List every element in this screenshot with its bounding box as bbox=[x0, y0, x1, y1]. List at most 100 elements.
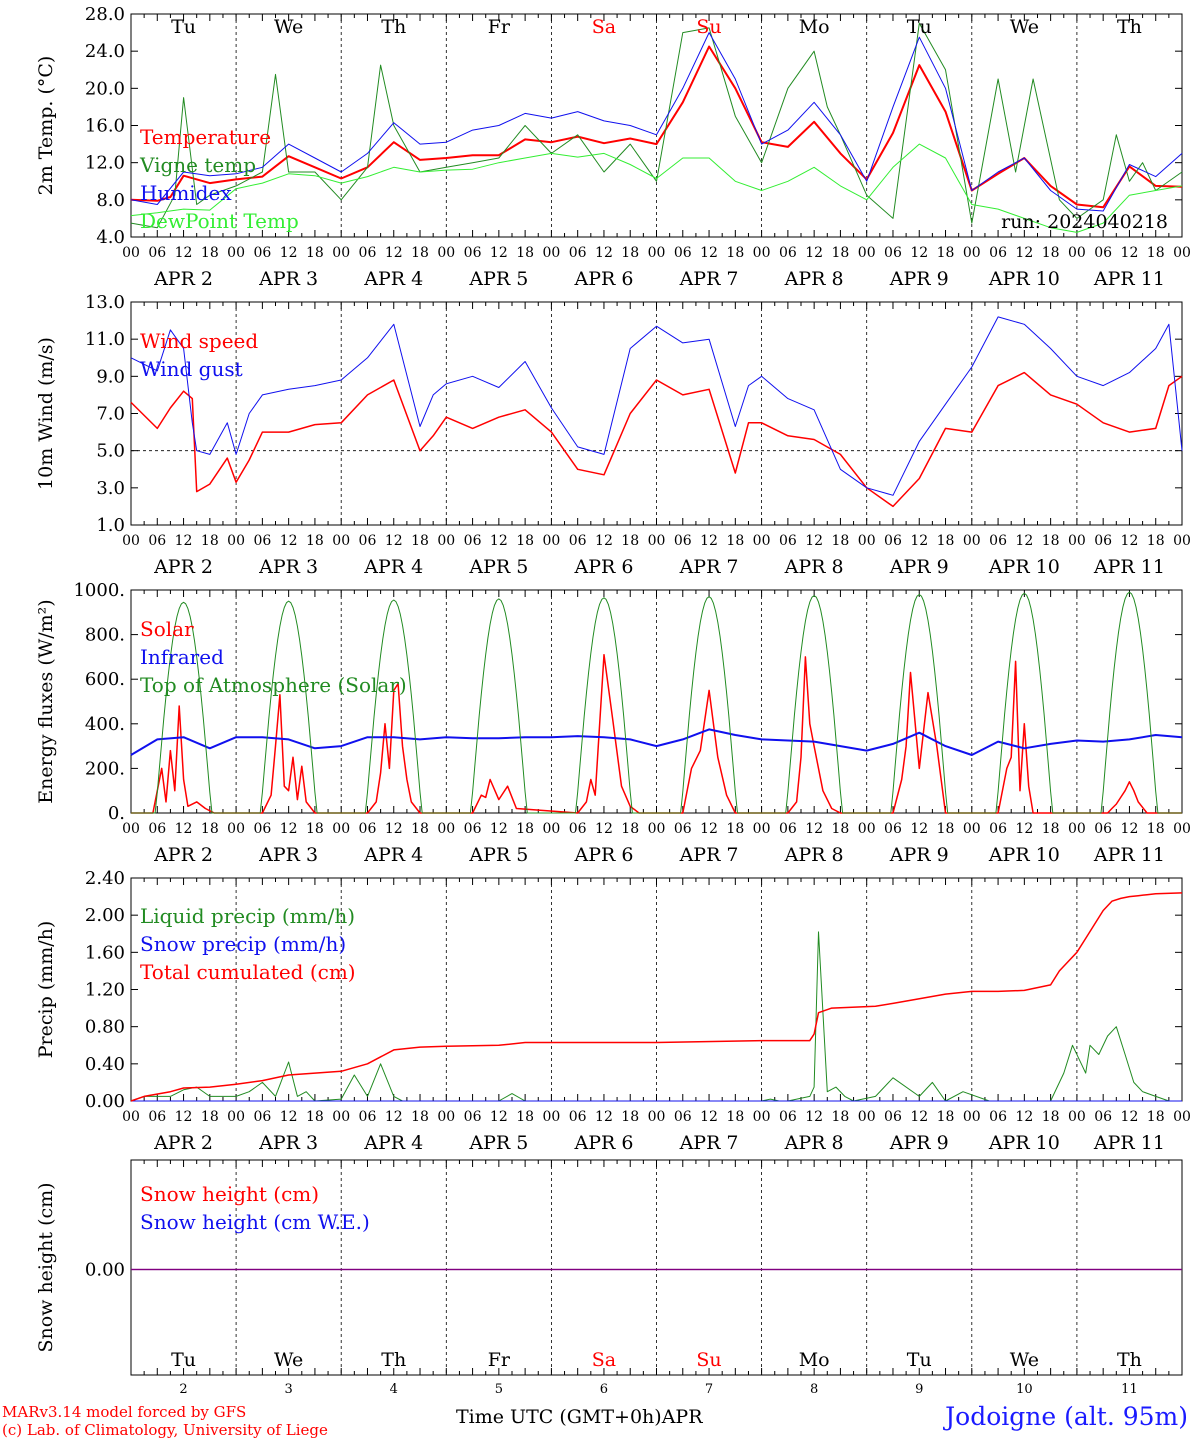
date-label: APR 11 bbox=[1093, 268, 1165, 290]
hour-tick-label: 06 bbox=[253, 821, 271, 837]
y-axis-label: Snow height (cm) bbox=[35, 1182, 57, 1352]
hour-tick-label: 00 bbox=[858, 821, 876, 837]
hour-tick-label: 00 bbox=[122, 245, 140, 261]
series-line-top-of-atmosphere-solar bbox=[131, 591, 1182, 814]
date-label: APR 10 bbox=[988, 844, 1060, 866]
date-label: APR 9 bbox=[889, 844, 949, 866]
hour-tick-label: 00 bbox=[858, 533, 876, 549]
legend-entry-wind-gust: Wind gust bbox=[140, 357, 243, 381]
day-name-label: Tu bbox=[171, 1349, 196, 1371]
hour-tick-label: 06 bbox=[464, 821, 482, 837]
hour-tick-label: 00 bbox=[1173, 245, 1191, 261]
hour-tick-label: 06 bbox=[1094, 245, 1112, 261]
hour-tick-label: 00 bbox=[542, 245, 560, 261]
hour-tick-label: 18 bbox=[937, 245, 955, 261]
hour-tick-label: 06 bbox=[148, 533, 166, 549]
hour-tick-label: 06 bbox=[779, 1109, 797, 1125]
time-axis-month: APR bbox=[661, 1406, 703, 1428]
hour-tick-label: 00 bbox=[648, 245, 666, 261]
series-line-infrared bbox=[130, 728, 1183, 756]
hour-tick-label: 18 bbox=[516, 821, 534, 837]
hour-tick-label: 12 bbox=[1121, 533, 1139, 549]
hour-tick-label: 06 bbox=[989, 1109, 1007, 1125]
hour-tick-label: 18 bbox=[1042, 245, 1060, 261]
hour-tick-label: 00 bbox=[542, 821, 560, 837]
day-name-label: We bbox=[1010, 1349, 1039, 1371]
series-line-dewpoint-temp bbox=[130, 143, 1183, 233]
hour-tick-label: 06 bbox=[884, 821, 902, 837]
series-line-total-cumulated-cm bbox=[130, 892, 1183, 1102]
hour-tick-label: 18 bbox=[832, 821, 850, 837]
date-label: APR 2 bbox=[153, 844, 213, 866]
hour-tick-label: 12 bbox=[385, 821, 403, 837]
legend-entry-snow-height-cm: Snow height (cm) bbox=[140, 1182, 319, 1206]
hour-tick-label: 00 bbox=[858, 1109, 876, 1125]
hour-tick-label: 00 bbox=[332, 245, 350, 261]
day-number-label: 4 bbox=[390, 1382, 398, 1397]
hour-tick-label: 06 bbox=[989, 245, 1007, 261]
hour-tick-label: 18 bbox=[1042, 821, 1060, 837]
hour-tick-label: 06 bbox=[1094, 533, 1112, 549]
hour-tick-label: 12 bbox=[490, 821, 508, 837]
hour-tick-label: 18 bbox=[1042, 1109, 1060, 1125]
day-name-label: Fr bbox=[488, 1349, 511, 1371]
hour-tick-label: 06 bbox=[674, 821, 692, 837]
hour-tick-label: 06 bbox=[569, 245, 587, 261]
hour-tick-label: 00 bbox=[437, 533, 455, 549]
hour-tick-label: 12 bbox=[910, 1109, 928, 1125]
hour-tick-label: 00 bbox=[753, 533, 771, 549]
day-name-label: We bbox=[274, 1349, 303, 1371]
y-tick-label: 4.0 bbox=[96, 227, 125, 248]
hour-tick-label: 06 bbox=[569, 1109, 587, 1125]
hour-tick-label: 18 bbox=[516, 533, 534, 549]
hour-tick-label: 00 bbox=[963, 245, 981, 261]
hour-tick-label: 00 bbox=[1068, 821, 1086, 837]
y-tick-label: 600. bbox=[85, 669, 125, 690]
date-label: APR 7 bbox=[679, 268, 739, 290]
hour-tick-label: 18 bbox=[1042, 533, 1060, 549]
legend-entry-infrared: Infrared bbox=[140, 645, 224, 669]
y-axis-label: Energy fluxes (W/m²) bbox=[35, 599, 57, 803]
date-label: APR 6 bbox=[573, 1132, 633, 1154]
location-title: Jodoigne (alt. 95m) bbox=[945, 1402, 1188, 1431]
run-label: run: 2024040218 bbox=[1001, 211, 1168, 233]
day-number-label: 5 bbox=[495, 1382, 503, 1397]
hour-tick-label: 00 bbox=[332, 821, 350, 837]
series-line-vigne-temp bbox=[130, 22, 1183, 229]
series-line-temperature bbox=[130, 45, 1183, 209]
hour-tick-label: 06 bbox=[779, 533, 797, 549]
hour-tick-label: 06 bbox=[464, 245, 482, 261]
date-label: APR 2 bbox=[153, 1132, 213, 1154]
date-label: APR 7 bbox=[679, 556, 739, 578]
hour-tick-label: 18 bbox=[726, 533, 744, 549]
hour-tick-label: 00 bbox=[332, 1109, 350, 1125]
hour-tick-label: 12 bbox=[490, 245, 508, 261]
hour-tick-label: 12 bbox=[805, 533, 823, 549]
hour-tick-label: 06 bbox=[569, 821, 587, 837]
day-name-label: Sa bbox=[592, 16, 616, 38]
date-label: APR 4 bbox=[363, 1132, 423, 1154]
hour-tick-label: 18 bbox=[937, 1109, 955, 1125]
y-tick-label: 24.0 bbox=[85, 41, 125, 62]
date-label: APR 6 bbox=[573, 268, 633, 290]
hour-tick-label: 06 bbox=[989, 533, 1007, 549]
hour-tick-label: 18 bbox=[411, 821, 429, 837]
day-name-label: Th bbox=[381, 1349, 406, 1371]
legend-entry-wind-speed: Wind speed bbox=[140, 329, 258, 353]
day-name-label: Th bbox=[1117, 16, 1142, 38]
y-axis-label: 2m Temp. (°C) bbox=[35, 56, 57, 196]
date-label: APR 7 bbox=[679, 1132, 739, 1154]
date-label: APR 3 bbox=[258, 844, 318, 866]
hour-tick-label: 06 bbox=[779, 821, 797, 837]
hour-tick-label: 06 bbox=[674, 1109, 692, 1125]
hour-tick-label: 18 bbox=[411, 1109, 429, 1125]
date-label: APR 10 bbox=[988, 268, 1060, 290]
hour-tick-label: 06 bbox=[464, 1109, 482, 1125]
plot-frame bbox=[130, 301, 1183, 526]
date-label: APR 3 bbox=[258, 556, 318, 578]
hour-tick-label: 12 bbox=[1121, 1109, 1139, 1125]
date-label: APR 3 bbox=[258, 1132, 318, 1154]
hour-tick-label: 06 bbox=[464, 533, 482, 549]
date-label: APR 4 bbox=[363, 844, 423, 866]
day-name-label: Th bbox=[381, 16, 406, 38]
